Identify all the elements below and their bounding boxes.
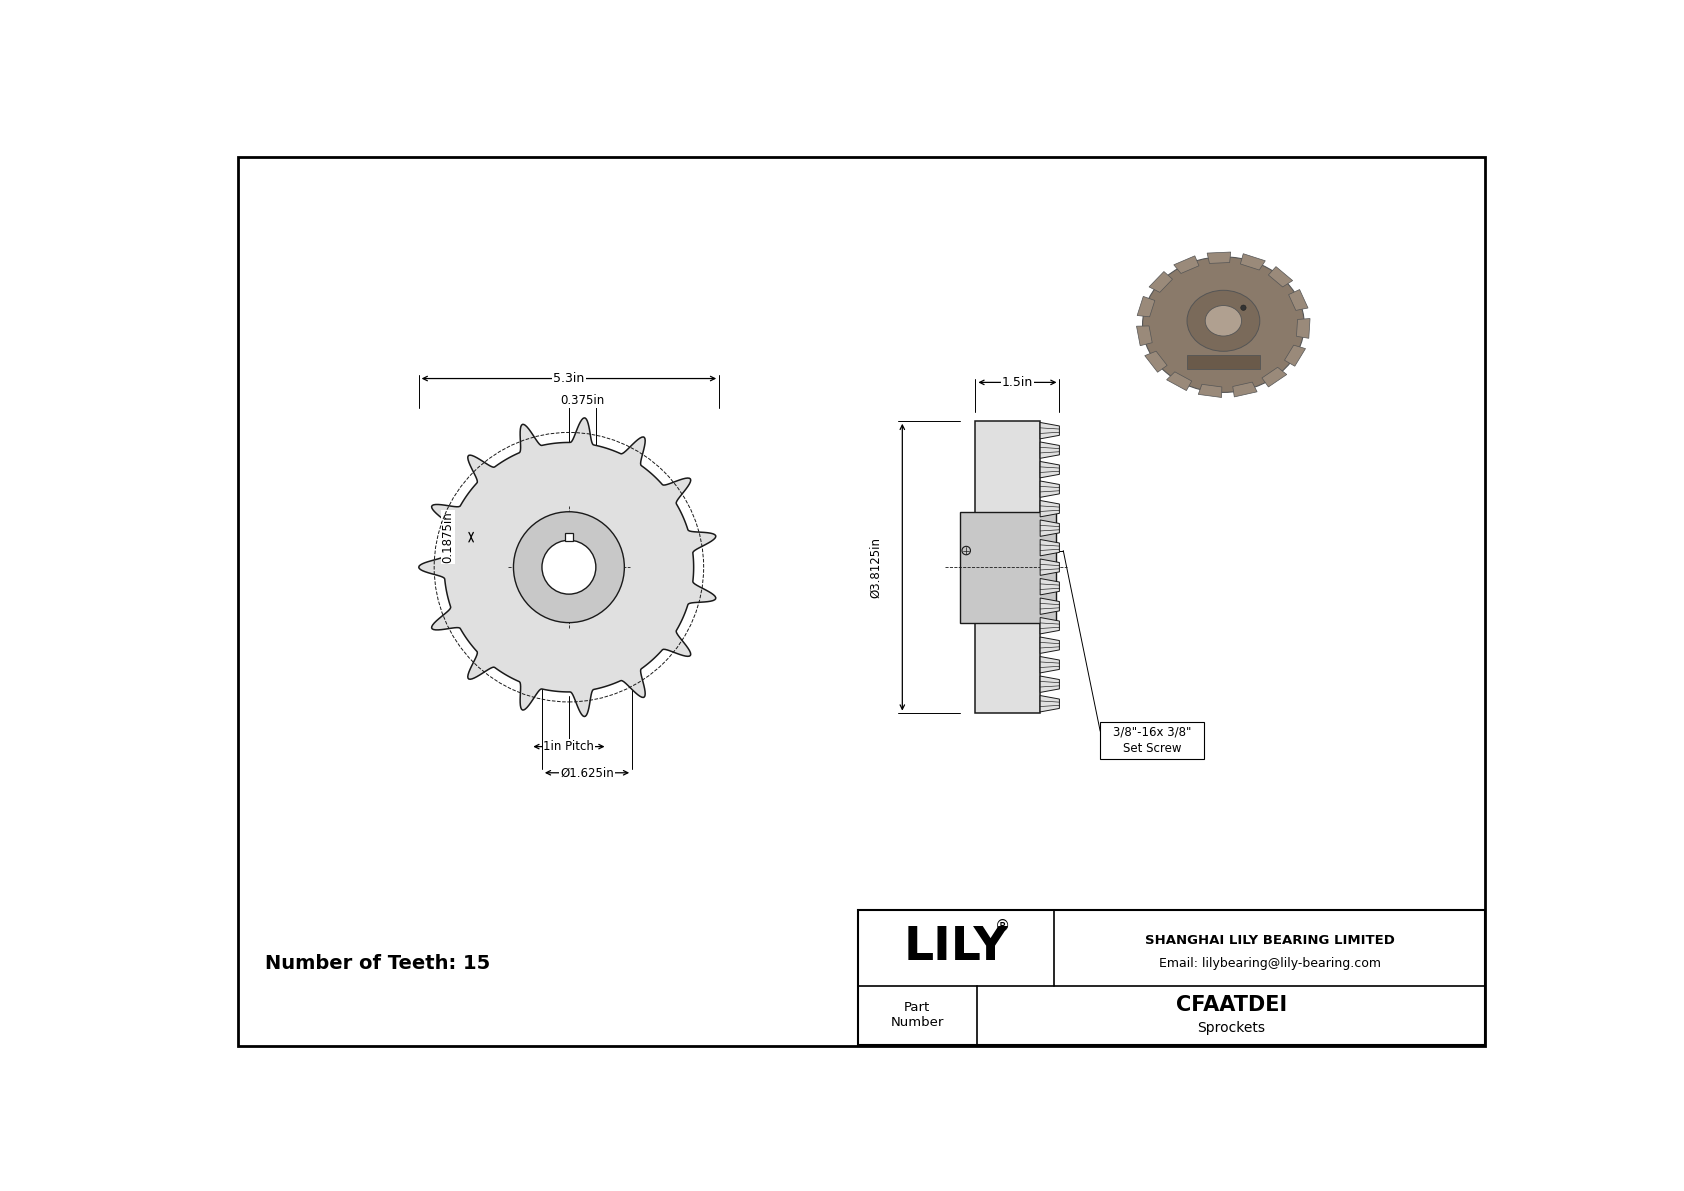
Text: SHANGHAI LILY BEARING LIMITED: SHANGHAI LILY BEARING LIMITED xyxy=(1145,934,1394,947)
Ellipse shape xyxy=(1142,257,1305,392)
Polygon shape xyxy=(1041,500,1059,517)
Polygon shape xyxy=(1041,598,1059,615)
Text: CFAATDEI: CFAATDEI xyxy=(1175,994,1287,1015)
Text: 5.3in: 5.3in xyxy=(554,372,584,385)
Polygon shape xyxy=(1167,372,1192,391)
Bar xyxy=(857,910,1485,1045)
Polygon shape xyxy=(1148,272,1172,292)
Polygon shape xyxy=(1288,289,1308,311)
Polygon shape xyxy=(1041,520,1059,536)
Bar xyxy=(960,512,1056,623)
Polygon shape xyxy=(1041,540,1059,556)
Polygon shape xyxy=(1187,355,1260,369)
Text: ®: ® xyxy=(995,918,1010,934)
Text: Ø3.8125in: Ø3.8125in xyxy=(869,537,882,598)
Text: Part
Number: Part Number xyxy=(891,1002,945,1029)
Bar xyxy=(566,534,573,541)
Text: 1in Pitch: 1in Pitch xyxy=(544,740,594,753)
Ellipse shape xyxy=(1187,291,1260,351)
Polygon shape xyxy=(1268,267,1293,287)
Polygon shape xyxy=(1041,442,1059,459)
Ellipse shape xyxy=(1206,306,1241,336)
Polygon shape xyxy=(1041,461,1059,478)
Polygon shape xyxy=(1041,637,1059,654)
Polygon shape xyxy=(1137,326,1152,345)
Polygon shape xyxy=(1041,617,1059,634)
Polygon shape xyxy=(1297,318,1310,338)
Bar xyxy=(975,420,1041,713)
Circle shape xyxy=(1241,305,1246,311)
Text: LILY: LILY xyxy=(904,925,1009,971)
Polygon shape xyxy=(419,418,716,717)
Polygon shape xyxy=(1261,367,1287,387)
Text: Number of Teeth: 15: Number of Teeth: 15 xyxy=(264,954,490,973)
Text: 3/8"-16x 3/8"
Set Screw: 3/8"-16x 3/8" Set Screw xyxy=(1113,725,1191,755)
Polygon shape xyxy=(1041,481,1059,498)
Polygon shape xyxy=(1041,656,1059,673)
Polygon shape xyxy=(1041,579,1059,594)
Polygon shape xyxy=(1041,696,1059,712)
Text: 0.375in: 0.375in xyxy=(561,393,605,406)
Polygon shape xyxy=(1041,676,1059,692)
Text: 1.5in: 1.5in xyxy=(1002,376,1032,389)
Circle shape xyxy=(542,541,596,594)
Polygon shape xyxy=(1199,385,1223,398)
Polygon shape xyxy=(1041,559,1059,575)
Polygon shape xyxy=(1285,345,1305,366)
Bar xyxy=(1100,722,1204,759)
Text: Ø1.625in: Ø1.625in xyxy=(561,766,615,779)
Polygon shape xyxy=(1174,256,1199,274)
Polygon shape xyxy=(1241,254,1265,270)
Circle shape xyxy=(514,512,625,623)
Polygon shape xyxy=(1207,252,1231,263)
Polygon shape xyxy=(1233,382,1256,397)
Polygon shape xyxy=(1041,423,1059,438)
Polygon shape xyxy=(1137,297,1155,317)
Text: Email: lilybearing@lily-bearing.com: Email: lilybearing@lily-bearing.com xyxy=(1159,956,1381,969)
Text: Sprockets: Sprockets xyxy=(1197,1021,1265,1035)
Text: 0.1875in: 0.1875in xyxy=(441,511,455,563)
Polygon shape xyxy=(1145,351,1167,373)
